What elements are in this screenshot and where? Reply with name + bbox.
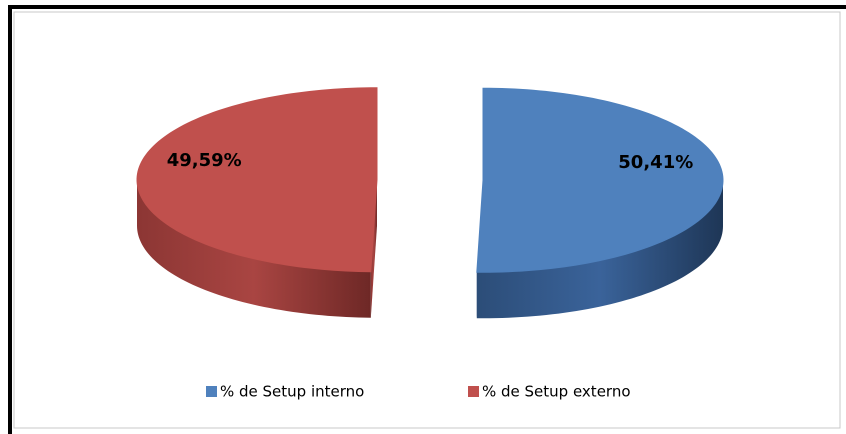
slice (136, 87, 378, 273)
data-label: 50,41% (618, 152, 693, 173)
legend-label: % de Setup interno (220, 383, 364, 401)
slice-wall (137, 179, 371, 318)
slice-side (370, 179, 378, 318)
legend-label: % de Setup externo (482, 383, 631, 401)
legend-swatch (468, 386, 479, 397)
legend-swatch (206, 386, 217, 397)
slice-wall (476, 180, 723, 319)
slice (476, 87, 724, 273)
data-label: 49,59% (167, 150, 242, 171)
